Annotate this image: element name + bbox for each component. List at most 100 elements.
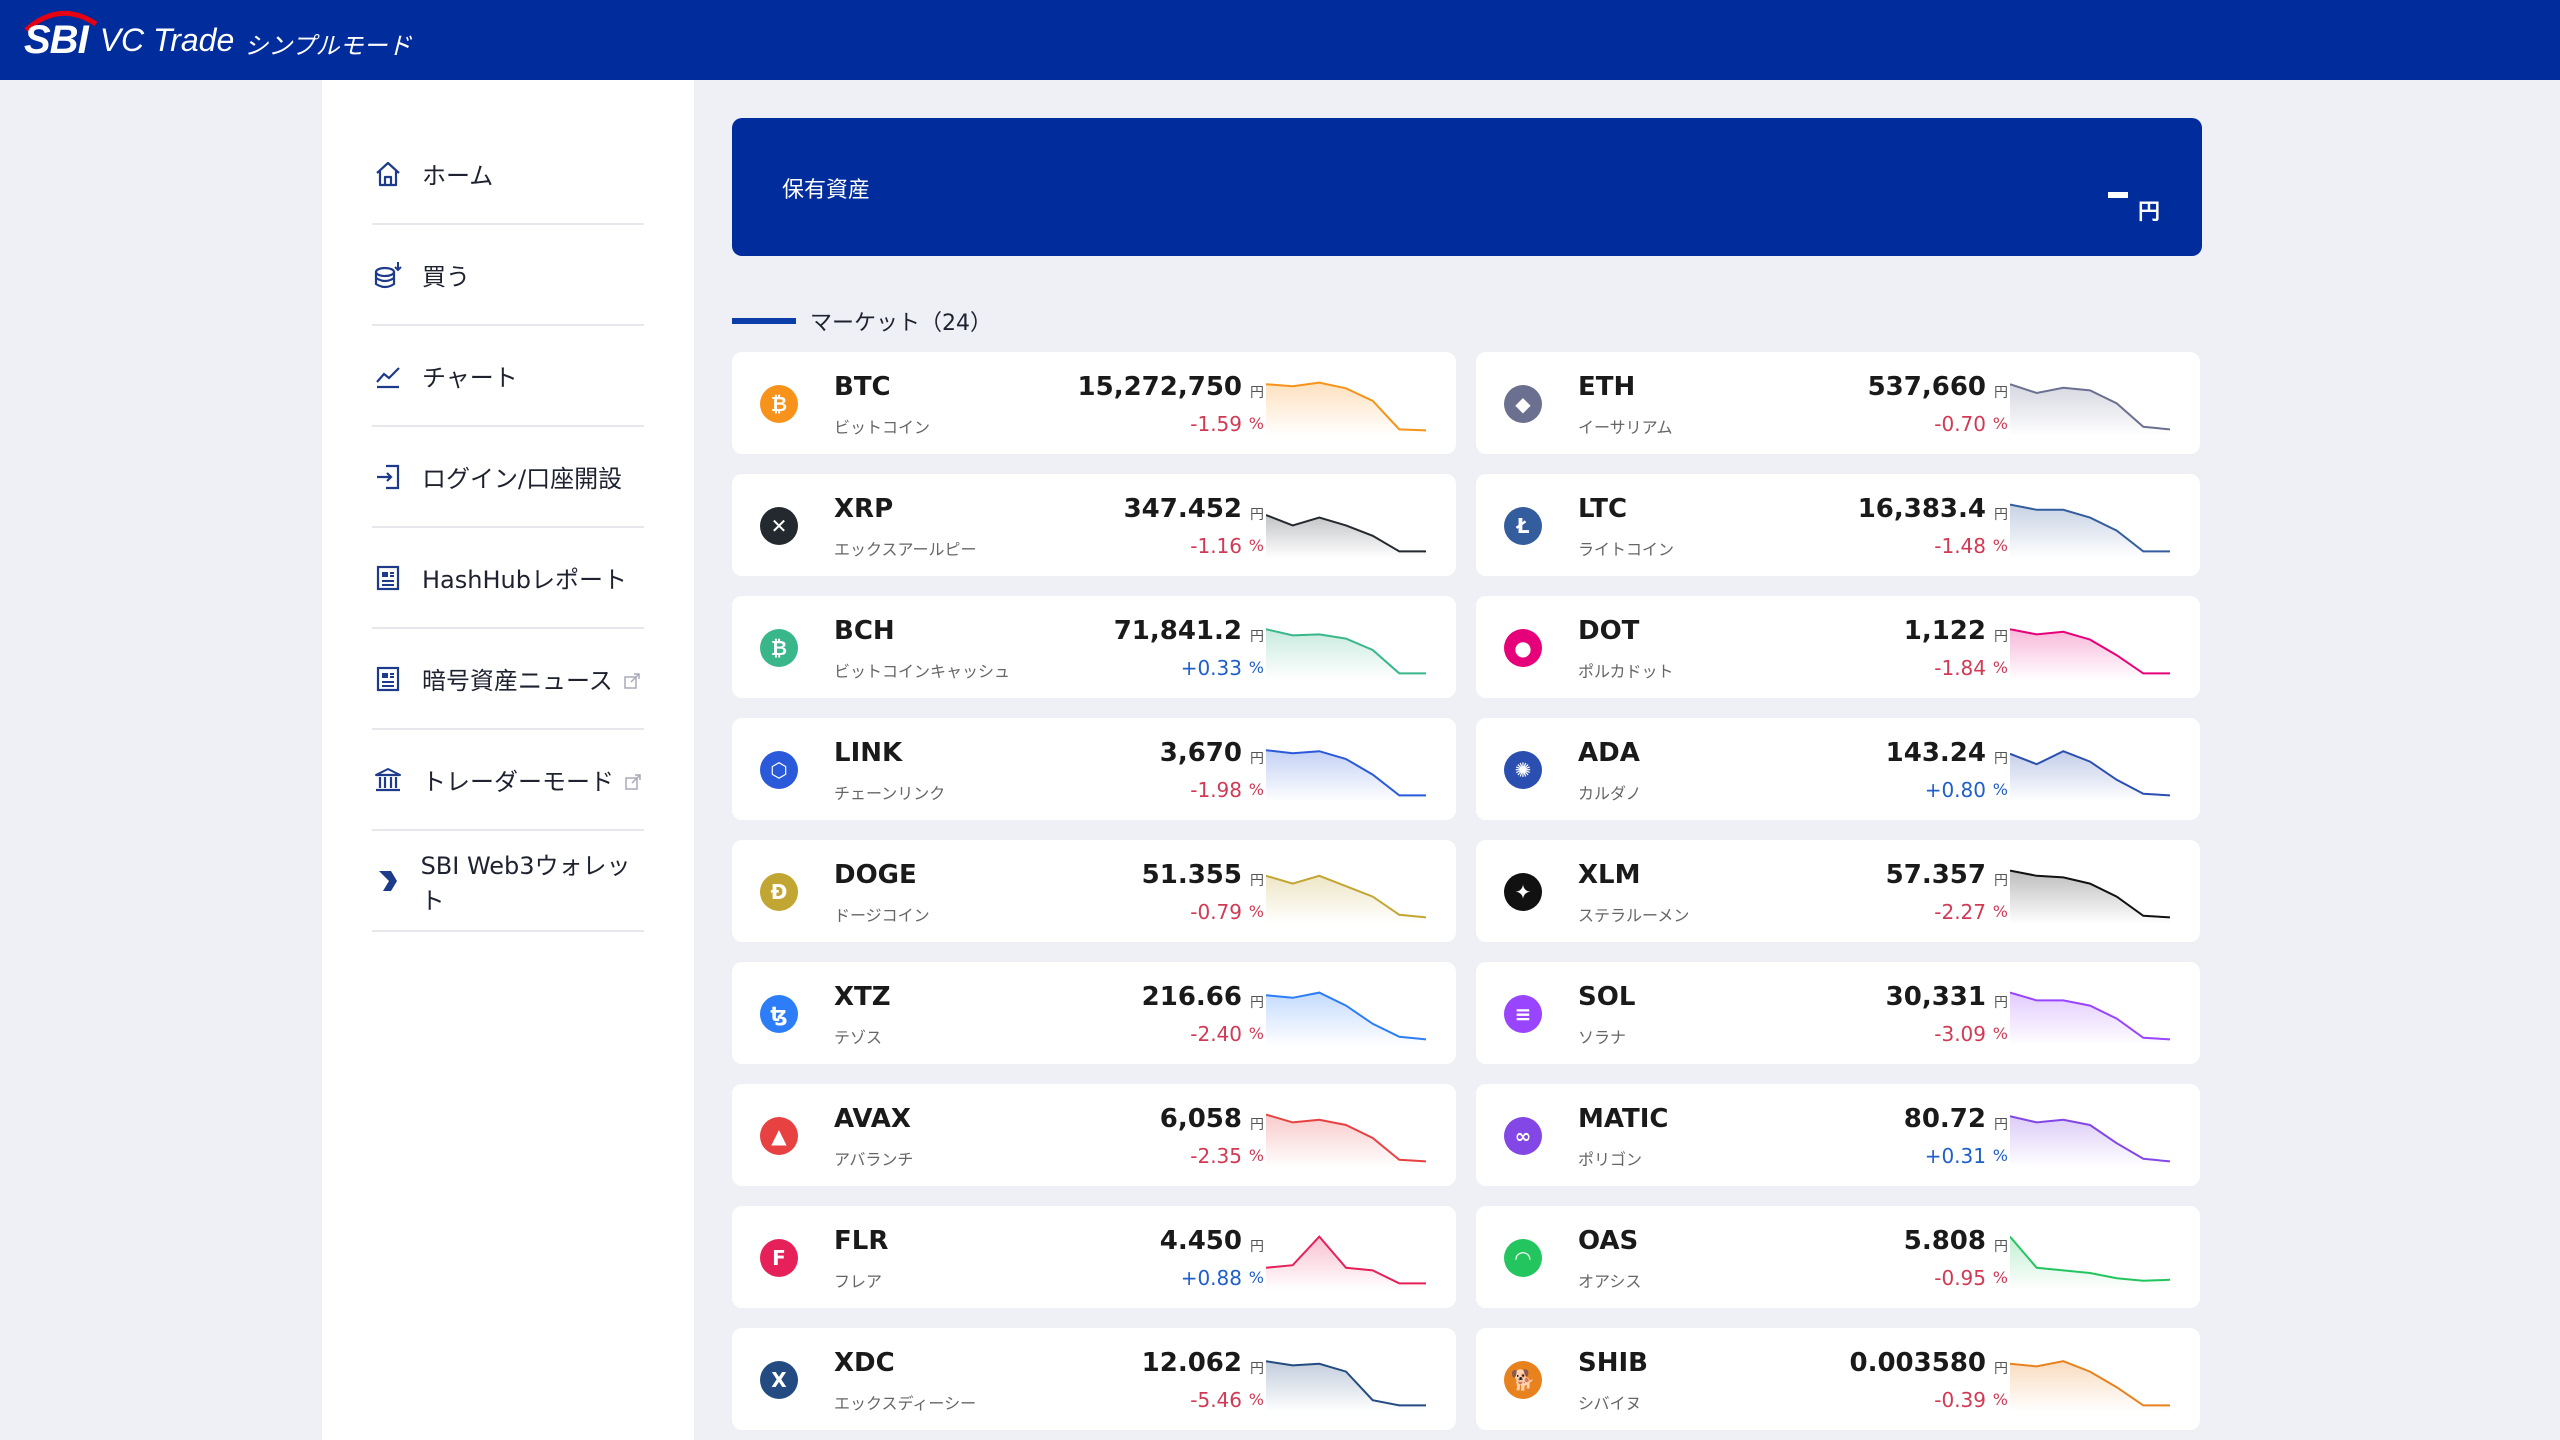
coin-price: 216.66: [1141, 982, 1242, 1012]
sparkline-chart: [1266, 514, 1426, 558]
price-unit: 円: [1994, 1117, 2008, 1133]
sparkline-area: [1266, 992, 1426, 1046]
coin-change: +0.33: [1180, 656, 1242, 680]
sparkline-area: [1266, 1236, 1426, 1290]
coin-change: -3.09: [1934, 1022, 1986, 1046]
coin-price: 12.062: [1141, 1348, 1242, 1378]
coin-price: 1,122: [1903, 616, 1986, 646]
login-icon: [372, 461, 404, 493]
coin-price: 6,058: [1159, 1104, 1242, 1134]
sparkline-line: [2010, 1235, 2170, 1282]
coin-price: 3,670: [1159, 738, 1242, 768]
sidebar-nav: ホーム 買う チャート ログイン/口座開設 HashHubレポート 暗号資産ニュ…: [322, 80, 694, 1440]
link-coin-icon: ⬡: [760, 751, 798, 789]
sparkline-line: [2010, 383, 2170, 431]
market-card-doge[interactable]: Ð DOGE ドージコイン 51.355 円 -0.79%: [732, 840, 1456, 942]
sidebar-item-buy[interactable]: 買う: [372, 225, 644, 326]
coin-name: チェーンリンク: [834, 784, 946, 803]
coin-price: 537,660: [1867, 372, 1986, 402]
dot-coin-icon: ●: [1504, 629, 1542, 667]
market-card-link[interactable]: ⬡ LINK チェーンリンク 3,670 円 -1.98%: [732, 718, 1456, 820]
change-unit: %: [1992, 780, 2008, 799]
sparkline-chart: [1266, 874, 1426, 924]
coin-change: +0.80: [1924, 778, 1986, 802]
market-card-flr[interactable]: F FLR フレア 4.450 円 +0.88%: [732, 1206, 1456, 1308]
sidebar-item-hashhub-report[interactable]: HashHubレポート: [372, 528, 644, 629]
sidebar-item-label: SBI Web3ウォレット: [420, 851, 631, 915]
coin-symbol: ADA: [1578, 738, 1640, 768]
external-link-icon: [624, 672, 640, 689]
wallet-icon: [372, 865, 403, 897]
coin-name: ポルカドット: [1578, 662, 1674, 681]
sidebar-item-label: チャート: [422, 364, 518, 392]
coin-symbol: DOT: [1578, 616, 1640, 646]
market-card-oas[interactable]: ◠ OAS オアシス 5.808 円 -0.95%: [1476, 1206, 2200, 1308]
coin-change: -1.59: [1190, 412, 1242, 436]
price-unit: 円: [1250, 1117, 1264, 1133]
sparkline-area: [2010, 870, 2170, 924]
sbi-vc-trade-logo[interactable]: SBI VC Trade シンプルモード: [24, 10, 412, 63]
sparkline-chart: [1266, 628, 1426, 680]
sparkline-chart: [1266, 749, 1426, 802]
sparkline-area: [2010, 751, 2170, 802]
market-card-matic[interactable]: ∞ MATIC ポリゴン 80.72 円 +0.31%: [1476, 1084, 2200, 1186]
price-unit: 円: [1250, 385, 1264, 401]
market-card-sol[interactable]: ≡ SOL ソラナ 30,331 円 -3.09%: [1476, 962, 2200, 1064]
coin-symbol: BCH: [834, 616, 895, 646]
change-unit: %: [1992, 414, 2008, 433]
price-unit: 円: [1250, 995, 1264, 1011]
matic-coin-icon: ∞: [1504, 1117, 1542, 1155]
sparkline-line: [2010, 750, 2170, 797]
market-card-xrp[interactable]: ✕ XRP エックスアールピー 347.452 円 -1.16%: [732, 474, 1456, 576]
xlm-coin-icon: ✦: [1504, 873, 1542, 911]
sparkline-area: [1266, 515, 1426, 558]
ada-coin-icon: ✺: [1504, 751, 1542, 789]
coin-change: -2.27: [1934, 900, 1986, 924]
change-unit: %: [1992, 1268, 2008, 1287]
coin-symbol: SHIB: [1578, 1348, 1648, 1378]
sidebar-item-web3-wallet[interactable]: SBI Web3ウォレット: [372, 831, 644, 932]
market-card-ada[interactable]: ✺ ADA カルダノ 143.24 円 +0.80%: [1476, 718, 2200, 820]
coin-price: 30,331: [1885, 982, 1986, 1012]
market-card-xtz[interactable]: ꜩ XTZ テゾス 216.66 円 -2.40%: [732, 962, 1456, 1064]
market-card-xlm[interactable]: ✦ XLM ステラルーメン 57.357 円 -2.27%: [1476, 840, 2200, 942]
market-card-bch[interactable]: ₿ BCH ビットコインキャッシュ 71,841.2 円 +0.33%: [732, 596, 1456, 698]
eth-coin-icon: ◆: [1504, 385, 1542, 423]
sidebar-item-label: 買う: [422, 263, 470, 291]
sidebar-item-label: トレーダーモード: [422, 768, 614, 796]
price-unit: 円: [1250, 873, 1264, 889]
sidebar-item-trader-mode[interactable]: トレーダーモード: [372, 730, 644, 831]
price-unit: 円: [1250, 1239, 1264, 1255]
sidebar-item-home[interactable]: ホーム: [372, 124, 644, 225]
bch-coin-icon: ₿: [760, 629, 798, 667]
holdings-card: 保有資産 円: [732, 118, 2202, 256]
sidebar-item-crypto-news[interactable]: 暗号資産ニュース: [372, 629, 644, 730]
change-unit: %: [1992, 1146, 2008, 1165]
sparkline-chart: [1266, 1235, 1426, 1290]
market-card-avax[interactable]: ▲ AVAX アバランチ 6,058 円 -2.35%: [732, 1084, 1456, 1186]
coin-price: 347.452: [1123, 494, 1242, 524]
coin-symbol: XRP: [834, 494, 894, 524]
price-unit: 円: [1994, 1361, 2008, 1377]
sparkline-chart: [1266, 381, 1426, 436]
sidebar-item-chart[interactable]: チャート: [372, 326, 644, 427]
market-card-ltc[interactable]: Ł LTC ライトコイン 16,383.4 円 -1.48%: [1476, 474, 2200, 576]
holdings-unit: 円: [2137, 200, 2160, 225]
market-card-shib[interactable]: 🐕 SHIB シバイヌ 0.003580 円 -0.39%: [1476, 1328, 2200, 1430]
doge-coin-icon: Ð: [760, 873, 798, 911]
change-unit: %: [1248, 658, 1264, 677]
sparkline-chart: [2010, 1360, 2170, 1412]
market-card-btc[interactable]: ₿ BTC ビットコイン 15,272,750 円 -1.59%: [732, 352, 1456, 454]
market-card-xdc[interactable]: X XDC エックスディーシー 12.062 円 -5.46%: [732, 1328, 1456, 1430]
coin-price: 16,383.4: [1857, 494, 1986, 524]
sparkline-chart: [2010, 991, 2170, 1046]
market-card-eth[interactable]: ◆ ETH イーサリアム 537,660 円 -0.70%: [1476, 352, 2200, 454]
sparkline-area: [2010, 1361, 2170, 1412]
coin-change: -0.39: [1934, 1388, 1986, 1412]
sidebar-item-login[interactable]: ログイン/口座開設: [372, 427, 644, 528]
market-card-dot[interactable]: ● DOT ポルカドット 1,122 円 -1.84%: [1476, 596, 2200, 698]
sparkline-line: [2010, 1115, 2170, 1163]
price-unit: 円: [1994, 1239, 2008, 1255]
app-header: SBI VC Trade シンプルモード: [0, 0, 2560, 80]
sidebar-item-label: HashHubレポート: [422, 566, 627, 594]
